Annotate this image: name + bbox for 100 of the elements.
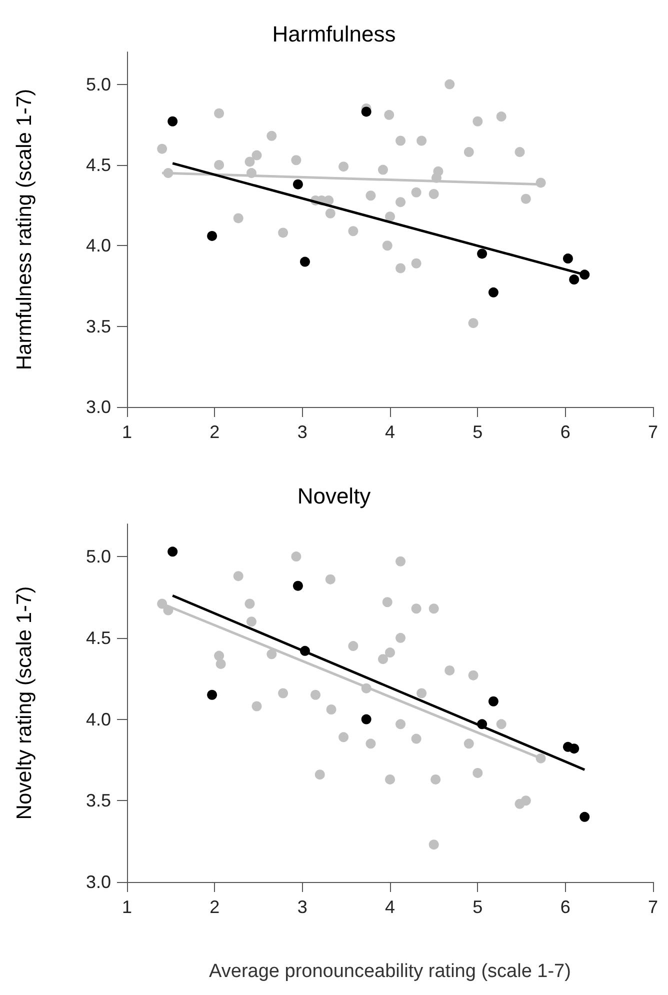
y-tick-label: 4.5 [86, 628, 111, 648]
point [396, 263, 406, 274]
point [411, 604, 422, 614]
point [428, 840, 439, 850]
point [396, 556, 406, 566]
point [207, 690, 218, 700]
point [472, 116, 483, 126]
point [569, 744, 580, 754]
point [266, 649, 277, 660]
y-tick-label: 4.0 [86, 709, 111, 730]
point [411, 258, 422, 268]
point [366, 190, 376, 201]
point [361, 106, 372, 117]
point [416, 136, 427, 146]
point [464, 147, 474, 158]
point [300, 256, 310, 267]
y-tick-label: 3.0 [86, 397, 111, 417]
point [291, 552, 302, 562]
chart-title: Harmfulness [272, 22, 396, 46]
point [411, 187, 422, 198]
point [266, 130, 277, 141]
point [168, 116, 178, 126]
point [233, 571, 244, 582]
point [382, 240, 392, 251]
point [278, 228, 288, 238]
point [430, 774, 441, 784]
point [278, 688, 288, 698]
x-tick-label: 1 [122, 897, 132, 917]
point [385, 774, 395, 784]
point [366, 738, 376, 749]
x-tick-label: 1 [122, 422, 132, 442]
point [385, 648, 395, 658]
y-tick-label: 3.5 [86, 316, 111, 336]
point [464, 738, 474, 749]
point [378, 164, 388, 175]
point [416, 688, 427, 698]
point [444, 665, 455, 676]
point [244, 598, 255, 609]
point [428, 189, 439, 199]
point [382, 597, 392, 608]
point [214, 650, 224, 661]
x-tick-label: 5 [472, 422, 483, 442]
y-tick-label: 5.0 [86, 546, 111, 567]
point [468, 318, 478, 328]
point [385, 212, 395, 222]
point [292, 580, 303, 591]
point [314, 770, 325, 780]
point [477, 248, 488, 259]
point [326, 704, 336, 715]
point [396, 719, 406, 730]
x-tick-label: 3 [297, 897, 308, 917]
x-tick-label: 5 [472, 897, 483, 917]
point [233, 213, 244, 224]
point [396, 197, 406, 208]
point [292, 179, 303, 190]
x-tick-label: 2 [210, 897, 220, 917]
point [562, 254, 573, 264]
point [444, 79, 455, 90]
point [384, 110, 394, 120]
point [157, 144, 168, 154]
point [252, 150, 262, 160]
point [207, 230, 218, 241]
point [514, 147, 525, 158]
x-axis-title: Average pronounceability rating (scale 1-7) [209, 961, 571, 982]
x-tick-label: 2 [210, 422, 220, 442]
point [348, 641, 358, 652]
point [580, 812, 590, 822]
point [433, 166, 444, 176]
point [488, 696, 498, 706]
x-tick-label: 3 [297, 422, 308, 442]
y-axis-title: Harmfulness rating (scale 1-7) [13, 88, 36, 370]
point [396, 632, 406, 643]
point [348, 226, 358, 236]
point [244, 156, 255, 167]
point [361, 714, 372, 724]
point [378, 654, 388, 664]
point [325, 574, 336, 584]
point [214, 160, 224, 170]
point [428, 604, 439, 614]
point [472, 768, 483, 778]
point [246, 616, 256, 627]
y-tick-label: 4.5 [86, 154, 111, 175]
point [496, 112, 506, 122]
y-tick-label: 3.0 [86, 872, 111, 892]
point [411, 734, 422, 744]
point [569, 274, 580, 285]
point [291, 155, 302, 166]
x-tick-label: 7 [648, 422, 658, 442]
point [338, 732, 349, 742]
point [214, 108, 224, 118]
point [216, 658, 226, 669]
point [520, 796, 531, 806]
y-tick-label: 3.5 [86, 790, 111, 811]
point [488, 287, 498, 298]
x-tick-label: 4 [384, 422, 396, 442]
x-tick-label: 4 [384, 897, 396, 917]
point [338, 162, 349, 172]
point [468, 670, 478, 680]
point [520, 194, 531, 204]
point [310, 690, 320, 700]
